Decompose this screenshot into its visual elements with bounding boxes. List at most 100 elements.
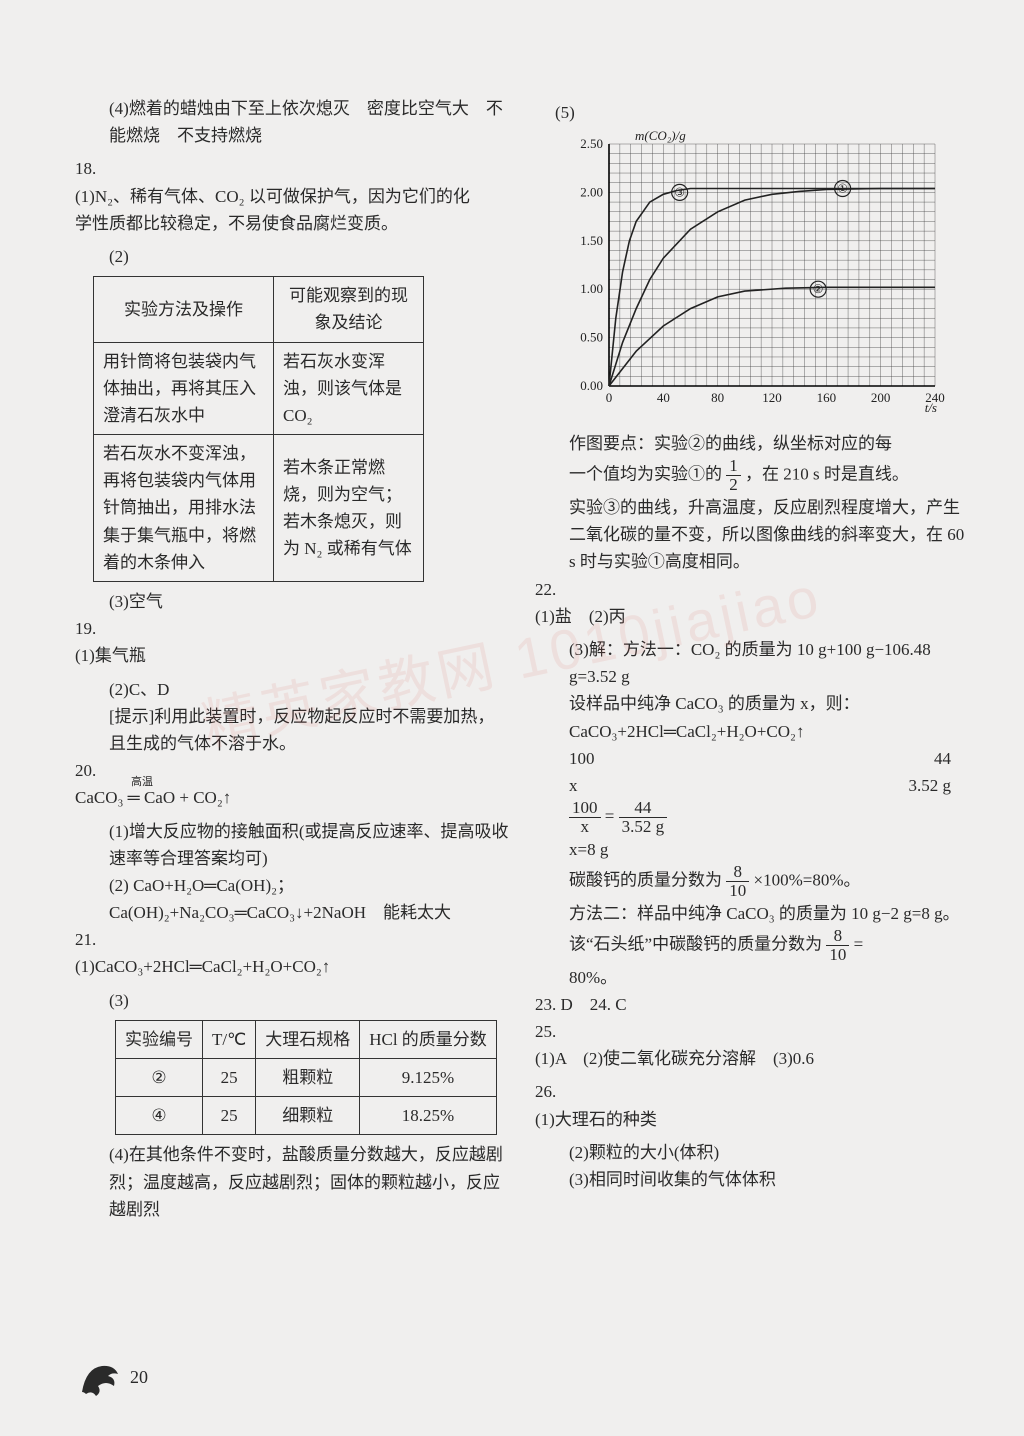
- table-cell: 9.125%: [360, 1059, 497, 1097]
- co2-mass-chart: 040801201602002400.000.501.001.502.002.5…: [555, 126, 945, 426]
- q25: 25. (1)A (2)使二氧化碳充分溶解 (3)0.6: [535, 1018, 969, 1072]
- q22-solution-a: (3)解：方法一：CO₂ 的质量为 10 g+100 g−106.48 g=3.…: [535, 636, 969, 690]
- table-cell: 若木条正常燃烧，则为空气；若木条熄灭，则为 N₂ 或稀有气体: [274, 435, 424, 582]
- q22-number: 22.: [535, 576, 567, 603]
- svg-text:0.00: 0.00: [580, 378, 603, 393]
- table-header: 实验编号: [116, 1020, 203, 1058]
- q26-part1: (1)大理石的种类: [535, 1106, 935, 1133]
- q22-method2-result: 80%。: [535, 964, 969, 991]
- frac-top: 8: [826, 927, 849, 946]
- table-header: T/℃: [203, 1020, 256, 1058]
- frac-bot: 2: [726, 476, 741, 494]
- frac-top: 1: [726, 457, 741, 476]
- chart-note-2: 一个值均为实验①的 1 2 ，在 210 s 时是直线。: [535, 457, 969, 494]
- svg-text:1.50: 1.50: [580, 233, 603, 248]
- q18-table: 实验方法及操作 可能观察到的现象及结论 用针筒将包装袋内气体抽出，再将其压入澄清…: [93, 276, 424, 582]
- q26-part2: (2)颗粒的大小(体积): [535, 1139, 969, 1166]
- q22-solution-b: 设样品中纯净 CaCO₃ 的质量为 x，则：: [535, 690, 969, 717]
- frac-bot: 10: [726, 882, 749, 900]
- stoich-row-2: x 3.52 g: [535, 772, 969, 799]
- svg-text:③: ③: [674, 186, 685, 200]
- svg-text:2.50: 2.50: [580, 136, 603, 151]
- table-cell: 用针筒将包装袋内气体抽出，再将其压入澄清石灰水中: [94, 342, 274, 435]
- left-column: (4)燃着的蜡烛由下至上依次熄灭 密度比空气大 不能燃烧 不支持燃烧 18. (…: [75, 95, 509, 1223]
- text: 该“石头纸”中碳酸钙的质量分数为: [569, 934, 822, 953]
- q21-part3-label: (3): [75, 987, 509, 1014]
- q22-mass-fraction: 碳酸钙的质量分数为 8 10 ×100%=80%。: [535, 863, 969, 900]
- q18-th-method: 实验方法及操作: [94, 277, 274, 342]
- q20-part2: (2) CaO+H₂O═Ca(OH)₂；Ca(OH)₂+Na₂CO₃═CaCO₃…: [75, 872, 509, 926]
- q19-number: 19.: [75, 615, 107, 642]
- q19-tip: [提示]利用此装置时，反应物起反应时不需要加热，且生成的气体不溶于水。: [75, 703, 509, 757]
- note-text: ，在 210 s 时是直线。: [745, 465, 909, 484]
- fraction: 1 2: [726, 457, 741, 494]
- q25-body: (1)A (2)使二氧化碳充分溶解 (3)0.6: [535, 1045, 935, 1072]
- q26-part3: (3)相同时间收集的气体体积: [535, 1166, 969, 1193]
- q18-part2-label: (2): [75, 243, 509, 270]
- svg-text:120: 120: [762, 390, 782, 405]
- svg-text:②: ②: [813, 282, 824, 296]
- q22-parts12: (1)盐 (2)丙: [535, 603, 935, 630]
- table-cell: 若石灰水变浑浊，则该气体是 CO₂: [274, 342, 424, 435]
- svg-text:2.00: 2.00: [580, 185, 603, 200]
- frac-top: 100: [569, 799, 601, 818]
- table-cell: 若石灰水不变浑浊，再将包装袋内气体用针筒抽出，用排水法集于集气瓶中，将燃着的木条…: [94, 435, 274, 582]
- svg-text:200: 200: [871, 390, 891, 405]
- svg-text:40: 40: [657, 390, 670, 405]
- q20-number: 20.: [75, 757, 107, 784]
- q26-number: 26.: [535, 1078, 567, 1105]
- page-footer: 20: [78, 1358, 148, 1400]
- text: 碳酸钙的质量分数为: [569, 870, 722, 889]
- eq-condition: 高温: [131, 774, 153, 792]
- q22-equation: CaCO₃+2HCl═CaCl₂+H₂O+CO₂↑: [535, 718, 969, 745]
- note-text: 一个值均为实验①的: [569, 465, 722, 484]
- q22-method2-a: 方法二：样品中纯净 CaCO₃ 的质量为 10 g−2 g=8 g。: [535, 900, 969, 927]
- q20-part1: (1)增大反应物的接触面积(或提高反应速率、提高吸收速率等合理答案均可): [75, 818, 509, 872]
- q18-part1: (1)N₂、稀有气体、CO₂ 以可做保护气，因为它们的化学性质都比较稳定，不易使…: [75, 183, 475, 237]
- q20-equation: 高温 CaCO₃ ═ CaO + CO₂↑: [75, 784, 475, 811]
- q19-part2: (2)C、D: [75, 676, 509, 703]
- fraction: 8 10: [826, 927, 849, 964]
- chart-note-3: 实验③的曲线，升高温度，反应剧烈程度增大，产生二氧化碳的量不变，所以图像曲线的斜…: [535, 494, 969, 576]
- q22-result-x: x=8 g: [535, 836, 969, 863]
- table-cell: 细颗粒: [256, 1097, 360, 1135]
- dolphin-icon: [78, 1358, 124, 1400]
- q26: 26. (1)大理石的种类: [535, 1078, 969, 1132]
- table-header: HCl 的质量分数: [360, 1020, 497, 1058]
- text: ×100%=80%。: [754, 870, 861, 889]
- q21-part5: (5) 040801201602002400.000.501.001.502.0…: [535, 95, 969, 430]
- frac-bot: x: [569, 818, 601, 836]
- stoich-proportion: 100 x = 44 3.52 g: [535, 799, 969, 836]
- svg-text:0: 0: [606, 390, 613, 405]
- frac-bot: 10: [826, 946, 849, 964]
- eq-text: CaCO₃ ═ CaO + CO₂↑: [75, 788, 231, 807]
- table-cell: 18.25%: [360, 1097, 497, 1135]
- fraction: 100 x: [569, 799, 601, 836]
- q18-number: 18.: [75, 155, 107, 182]
- page-number: 20: [130, 1363, 148, 1392]
- q21-number: 21.: [75, 926, 107, 953]
- stoich-val: x: [569, 772, 578, 799]
- fraction: 8 10: [726, 863, 749, 900]
- svg-text:80: 80: [711, 390, 724, 405]
- frac-top: 8: [726, 863, 749, 882]
- q19: 19. (1)集气瓶: [75, 615, 509, 669]
- stoich-val: 3.52 g: [909, 772, 952, 799]
- stoich-val: 44: [934, 745, 951, 772]
- svg-text:1.00: 1.00: [580, 281, 603, 296]
- svg-text:160: 160: [817, 390, 837, 405]
- q21-part1: (1)CaCO₃+2HCl═CaCl₂+H₂O+CO₂↑: [75, 953, 475, 980]
- stoich-row-1: 100 44: [535, 745, 969, 772]
- q19-part1: (1)集气瓶: [75, 642, 475, 669]
- q25-number: 25.: [535, 1018, 567, 1045]
- part5-label: (5): [555, 103, 575, 122]
- q22: 22. (1)盐 (2)丙: [535, 576, 969, 630]
- table-cell: 25: [203, 1097, 256, 1135]
- frac-bot: 3.52 g: [619, 818, 668, 836]
- svg-text:m(CO₂)/g: m(CO₂)/g: [635, 128, 686, 143]
- table-header: 大理石规格: [256, 1020, 360, 1058]
- q18: 18. (1)N₂、稀有气体、CO₂ 以可做保护气，因为它们的化学性质都比较稳定…: [75, 155, 509, 237]
- two-column-layout: (4)燃着的蜡烛由下至上依次熄灭 密度比空气大 不能燃烧 不支持燃烧 18. (…: [75, 95, 969, 1223]
- fraction: 44 3.52 g: [619, 799, 668, 836]
- table-cell: 粗颗粒: [256, 1059, 360, 1097]
